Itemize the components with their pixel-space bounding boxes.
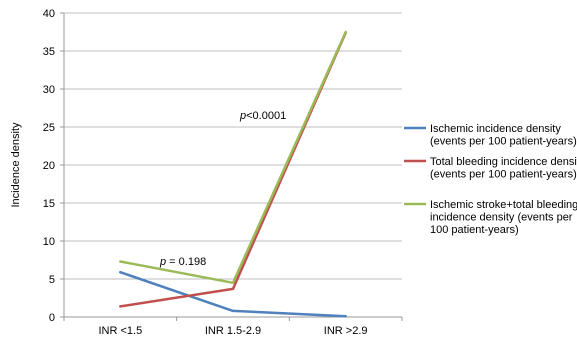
y-tick-label: 0: [49, 312, 55, 324]
x-tick-label: INR >2.9: [324, 325, 368, 337]
legend-entry-1: Ischemic incidence density (events per 10…: [404, 123, 577, 148]
y-tick-label: 15: [43, 198, 55, 210]
series-line-3: [119, 30, 347, 285]
y-tick-label: 40: [43, 8, 55, 20]
y-tick-label: 20: [43, 160, 55, 172]
series-lines: [119, 30, 347, 318]
x-tick-label: INR <1.5: [98, 325, 142, 337]
legend-label: Total bleeding incidence density (events …: [430, 156, 577, 181]
y-tick-label: 5: [49, 274, 55, 286]
legend-label: Ischemic stroke+total bleeding incidence …: [430, 199, 577, 236]
p-value-annotation: p = 0.198: [159, 256, 206, 268]
legend-entry-2: Total bleeding incidence density (events …: [404, 156, 577, 181]
legend-entry-3: Ischemic stroke+total bleeding incidence …: [404, 199, 577, 236]
series-line-2: [119, 31, 347, 308]
x-tick-label: INR 1.5-2.9: [205, 325, 261, 337]
legend-label: Ischemic incidence density (events per 10…: [430, 123, 577, 148]
p-value-annotation: p<0.0001: [239, 110, 286, 122]
axes: 0 5 10 15 20 25 30 35 40 INR <1.5 INR 1.5-2.9 INR >…: [10, 8, 403, 337]
gridlines: [64, 12, 402, 280]
y-axis-title: Incidence density: [10, 122, 22, 207]
series-line-1: [119, 270, 347, 318]
y-tick-label: 10: [43, 236, 55, 248]
legend: Ischemic incidence density (events per 10…: [404, 123, 577, 236]
annotations: p = 0.198 p<0.0001: [159, 110, 286, 268]
y-tick-label: 35: [43, 46, 55, 58]
y-tick-label: 30: [43, 84, 55, 96]
y-tick-label: 25: [43, 122, 55, 134]
